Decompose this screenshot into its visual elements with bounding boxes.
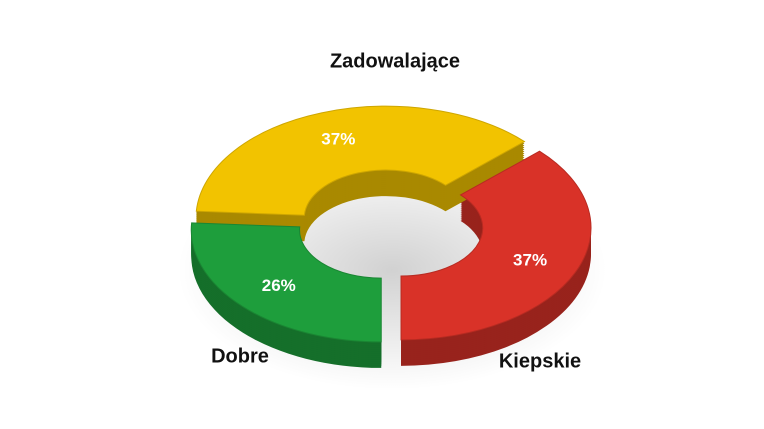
segment bbox=[400, 150, 592, 341]
category-label: Zadowalające bbox=[330, 50, 460, 72]
value-label: 37% bbox=[513, 250, 547, 269]
value-label: 37% bbox=[321, 130, 355, 149]
category-label: Dobre bbox=[211, 345, 269, 367]
segment bbox=[195, 105, 526, 216]
segment bbox=[190, 222, 382, 343]
value-label: 26% bbox=[262, 276, 296, 295]
category-label: Kiepskie bbox=[499, 350, 581, 372]
